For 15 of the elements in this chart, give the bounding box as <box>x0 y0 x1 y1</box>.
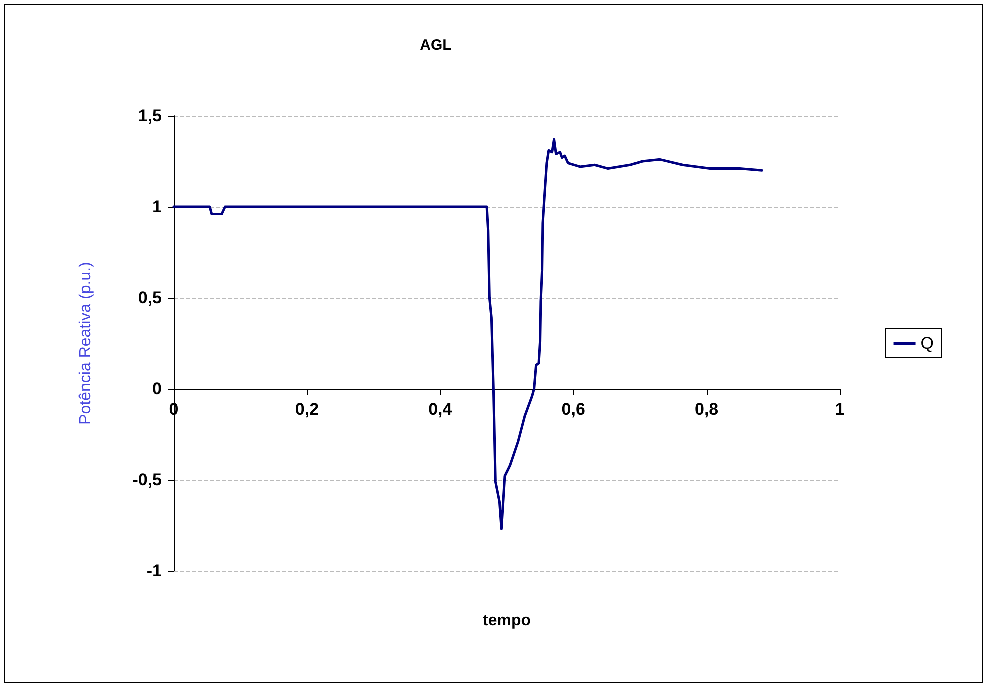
y-axis-title: Potência Reativa (p.u.) <box>78 262 94 425</box>
x-tick-label: 0,6 <box>562 400 586 419</box>
y-tick-label: 1 <box>152 198 162 216</box>
y-tick-label: -1 <box>146 562 162 580</box>
y-tick-label: 0,5 <box>138 288 162 308</box>
chart-title: AGL <box>420 37 452 54</box>
legend-label: Q <box>920 334 934 353</box>
x-axis-title: tempo <box>483 612 532 630</box>
x-tick-label: 1 <box>835 400 845 419</box>
y-tick-label: 0 <box>152 380 162 398</box>
y-tick-label: -0,5 <box>132 470 162 490</box>
x-tick-label: 0,2 <box>295 400 320 419</box>
x-tick-label: 0,8 <box>694 400 719 419</box>
x-tick-label: 0,4 <box>428 400 453 419</box>
y-tick-label: 1,5 <box>138 106 162 126</box>
